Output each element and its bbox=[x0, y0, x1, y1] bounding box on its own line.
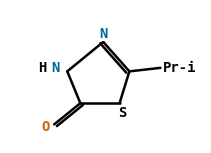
Text: N: N bbox=[99, 27, 107, 41]
Text: S: S bbox=[118, 106, 126, 120]
Text: H: H bbox=[39, 61, 47, 75]
Text: O: O bbox=[41, 120, 49, 134]
Text: N: N bbox=[51, 61, 59, 75]
Text: Pr-i: Pr-i bbox=[163, 61, 196, 75]
